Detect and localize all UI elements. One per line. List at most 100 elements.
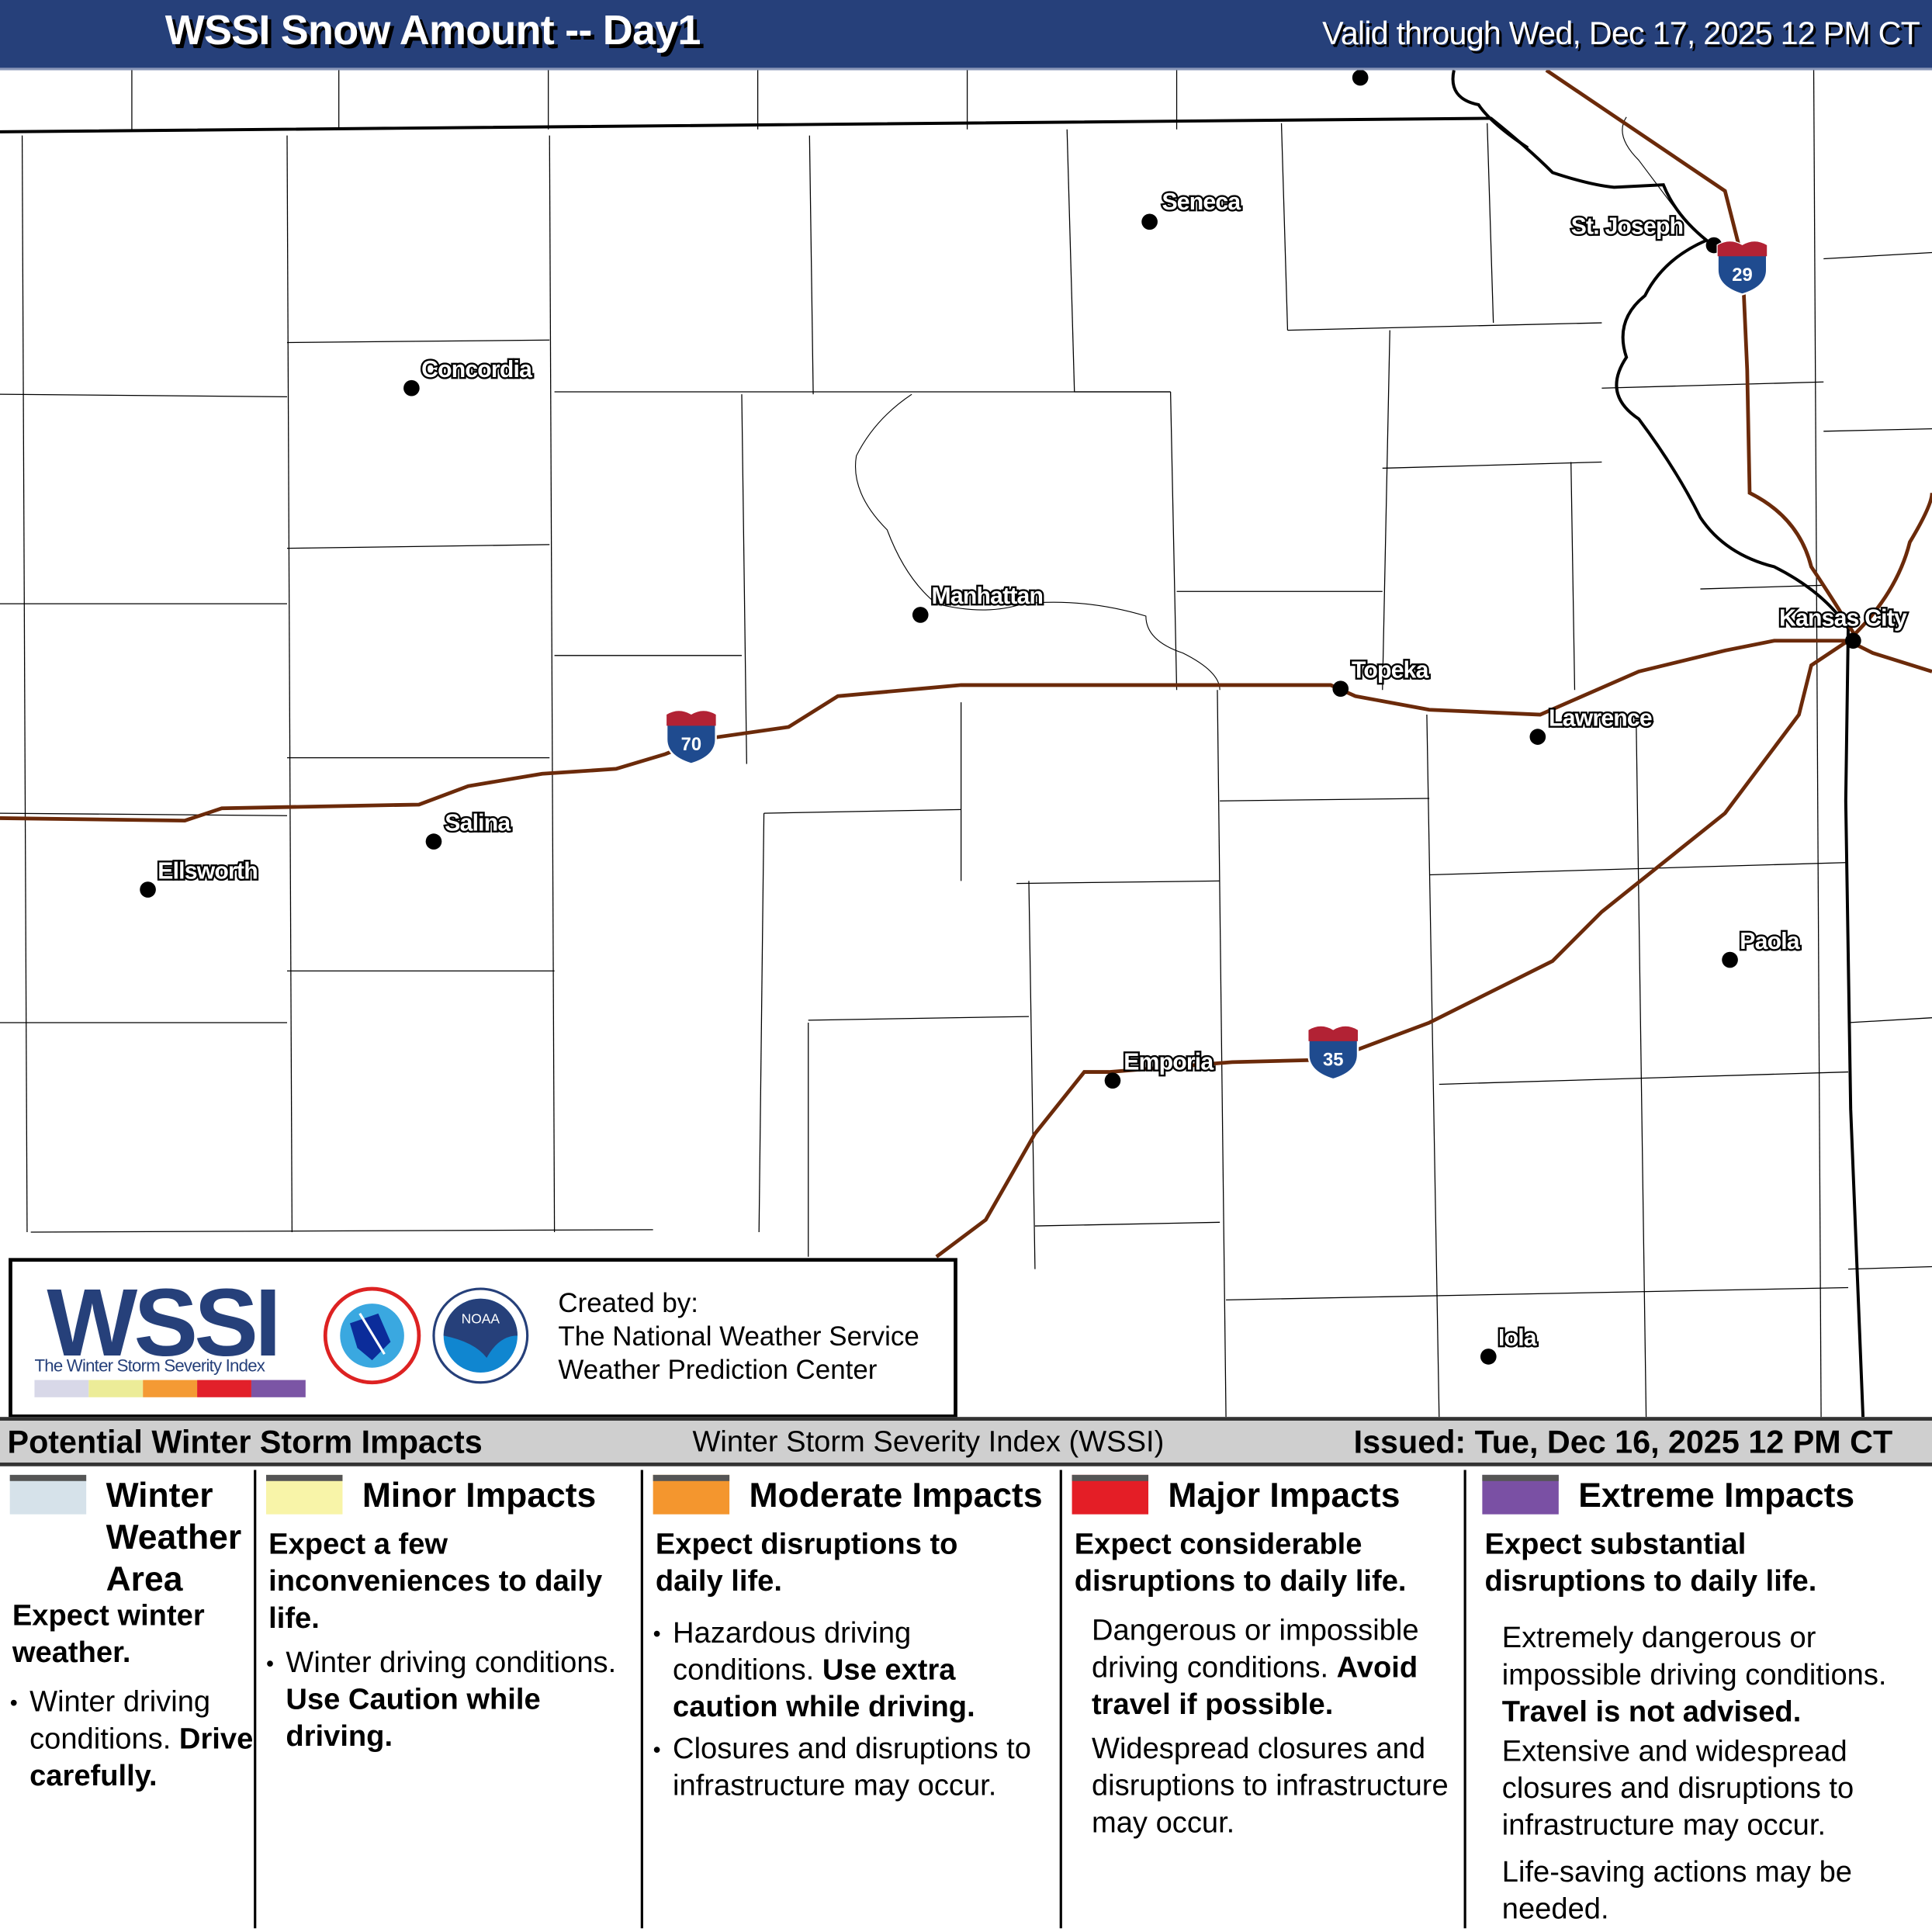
issued-time: Issued: Tue, Dec 16, 2025 12 PM CT <box>1353 1423 1893 1460</box>
city-kansas-city: Kansas City <box>1778 604 1909 649</box>
legend-summary: Expect disruptions to daily life. <box>655 1528 958 1598</box>
header-bar: WSSI Snow Amount -- Day1 Valid through W… <box>0 0 1932 71</box>
city-dot-icon <box>1845 632 1861 649</box>
city-dot-icon <box>1480 1349 1497 1365</box>
county-line <box>0 393 288 397</box>
legend-summary: Expect winter weather. <box>12 1599 205 1670</box>
city-dot-icon <box>1529 729 1546 745</box>
city-topeka: Topeka <box>1332 656 1432 698</box>
city-manhattan: Manhattan <box>912 582 1045 623</box>
city-dot-icon <box>425 833 442 850</box>
noaa-logo-icon: NOAA <box>432 1287 529 1384</box>
interstate-35-shield-icon: 35 <box>1307 1025 1359 1081</box>
map-canvas: Seneca St. Joseph Concordia Manhattan Kansas… <box>0 70 1932 1418</box>
legend-bullet: Hazardous driving conditions. Use extra … <box>653 1615 1018 1726</box>
city-label: Concordia <box>421 357 532 383</box>
legend-summary: Expect considerable disruptions to daily… <box>1074 1528 1407 1598</box>
county-line <box>1169 391 1178 691</box>
city-dot-icon <box>1332 680 1349 698</box>
city-label: Paola <box>1740 929 1800 954</box>
org-wpc: Weather Prediction Center <box>558 1354 878 1385</box>
legend-bullet: Extensive and widespread closures and di… <box>1501 1734 1854 1843</box>
legend-swatch <box>1482 1474 1559 1515</box>
svg-text:NOAA: NOAA <box>462 1311 500 1327</box>
county-line <box>549 135 556 1233</box>
org-nws: The National Weather Service <box>558 1321 919 1352</box>
created-by-label: Created by: <box>558 1287 698 1319</box>
city-label: Seneca <box>1162 189 1241 215</box>
city-label: Topeka <box>1352 657 1429 683</box>
county-line <box>1487 123 1494 324</box>
wssi-logo-panel: WSSI The Winter Storm Severity Index NOA… <box>9 1258 957 1418</box>
impacts-title-bar: Potential Winter Storm Impacts Winter St… <box>0 1417 1932 1466</box>
county-line <box>1429 861 1849 876</box>
scale-swatch <box>34 1380 89 1397</box>
legend-winter-weather-area: Winter Weather Area Expect winter weathe… <box>9 1463 253 1932</box>
county-line <box>758 813 765 1233</box>
impacts-heading: Potential Winter Storm Impacts <box>7 1423 483 1460</box>
shield-number: 35 <box>1323 1050 1343 1071</box>
wssi-color-scale <box>34 1380 306 1397</box>
rivers <box>855 116 1677 691</box>
county-line <box>1700 584 1824 590</box>
county-line <box>1823 428 1932 432</box>
county-line <box>1066 129 1075 393</box>
county-line <box>1636 726 1647 1418</box>
city-label: St. Joseph <box>1571 214 1684 240</box>
county-line <box>1220 798 1430 802</box>
legend-bullet: Dangerous or impossible driving conditio… <box>1091 1614 1419 1722</box>
i70-route <box>0 639 1932 823</box>
wssi-wordmark: WSSI <box>47 1268 281 1376</box>
nws-logo-icon <box>323 1286 421 1385</box>
shield-number: 29 <box>1732 265 1753 286</box>
county-boundaries <box>0 70 1932 1418</box>
legend-extreme-impacts: Extreme Impacts Expect substantial disru… <box>1482 1463 1926 1932</box>
county-line <box>21 135 28 1233</box>
valid-time: Valid through Wed, Dec 17, 2025 12 PM CT <box>1322 15 1920 52</box>
i35-route <box>935 639 1850 1259</box>
i29-route <box>1545 70 1932 638</box>
legend-bullet: Winter driving conditions. Use Caution w… <box>266 1645 643 1756</box>
interstate-29-shield-icon: 29 <box>1716 241 1768 296</box>
scale-swatch <box>251 1380 306 1397</box>
county-line <box>1226 1286 1849 1300</box>
city-iola: Iola <box>1480 1324 1539 1365</box>
city-lawrence: Lawrence <box>1529 704 1654 745</box>
legend-bullet: Widespread closures and disruptions to i… <box>1091 1732 1449 1840</box>
county-line <box>287 339 550 344</box>
county-line <box>0 812 288 816</box>
scale-swatch <box>88 1380 144 1397</box>
city-st-joseph: St. Joseph <box>1569 212 1723 254</box>
legend-summary: Expect a few inconveniences to daily lif… <box>268 1528 603 1636</box>
legend-swatch <box>9 1474 87 1515</box>
city-dot-icon <box>1141 213 1158 230</box>
city-emporia: Emporia <box>1104 1047 1217 1089</box>
county-line <box>1382 461 1602 469</box>
city-label: Kansas City <box>1779 606 1907 632</box>
county-line <box>763 808 961 814</box>
legend-minor-impacts: Minor Impacts Expect a few inconvenience… <box>266 1463 635 1932</box>
city-concordia: Concordia <box>403 355 535 396</box>
interstate-shields: 70 29 35 <box>665 241 1768 1081</box>
city-ellsworth: Ellsworth <box>140 857 260 898</box>
county-line <box>1382 330 1390 691</box>
county-line <box>1280 123 1289 331</box>
city-dot-icon <box>1722 951 1738 968</box>
legend-summary: Expect substantial disruptions to daily … <box>1484 1528 1817 1598</box>
legend-title: Minor Impacts <box>362 1476 597 1515</box>
county-line <box>286 544 550 549</box>
county-line <box>808 135 814 395</box>
city-salina: Salina <box>425 808 514 850</box>
county-line <box>1601 381 1824 389</box>
city-label: Emporia <box>1124 1049 1214 1075</box>
legend-bullet: Extremely dangerous or impossible drivin… <box>1501 1621 1887 1729</box>
county-line <box>1034 1221 1220 1227</box>
county-line <box>1847 1265 1932 1270</box>
county-line <box>1287 322 1602 331</box>
impact-legend: Winter Weather Area Expect winter weathe… <box>0 1463 1932 1932</box>
county-line <box>808 1016 1029 1021</box>
city-dot-icon <box>403 379 420 396</box>
legend-title: Extreme Impacts <box>1578 1476 1855 1515</box>
scale-swatch <box>143 1380 198 1397</box>
